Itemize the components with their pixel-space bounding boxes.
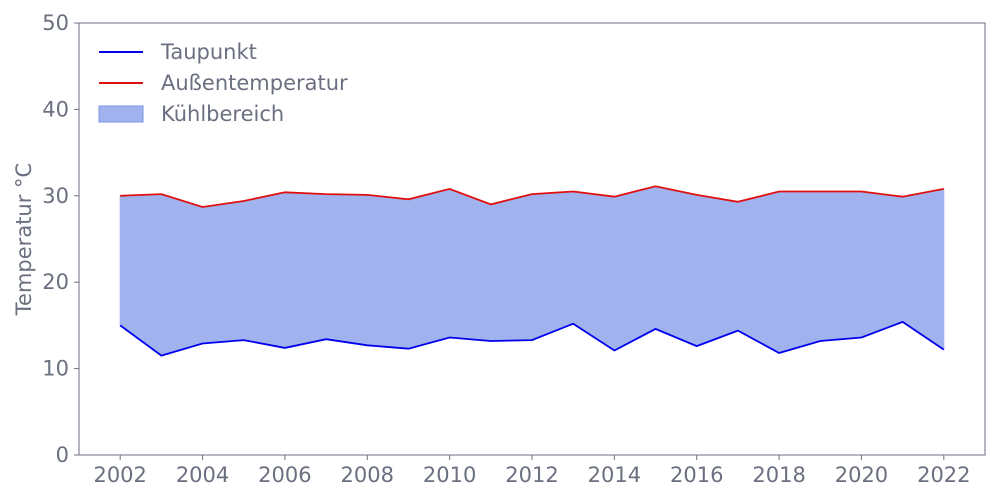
y-tick-label: 50 [42, 11, 69, 35]
x-tick-label: 2012 [505, 463, 558, 487]
legend: Taupunkt Außentemperatur Kühlbereich [98, 40, 348, 126]
y-tick-label: 20 [42, 270, 69, 294]
legend-label-kuehlbereich: Kühlbereich [161, 102, 284, 126]
x-tick-label: 2008 [341, 463, 394, 487]
x-tick-label: 2018 [752, 463, 805, 487]
x-axis: 2002 2004 2006 2008 2010 2012 2014 2016 2018 2020… [93, 455, 971, 487]
y-tick-label: 30 [42, 184, 69, 208]
fill-area-layer [119, 185, 945, 357]
x-tick-label: 2006 [258, 463, 311, 487]
series-lines-layer [119, 185, 945, 357]
x-tick-label: 2020 [835, 463, 888, 487]
legend-label-taupunkt: Taupunkt [160, 40, 257, 64]
y-tick-label: 10 [42, 357, 69, 381]
y-tick-label: 0 [56, 443, 69, 467]
legend-label-aussentemperatur: Außentemperatur [161, 71, 348, 95]
y-axis: 0 10 20 30 40 50 [42, 11, 79, 467]
x-tick-label: 2014 [588, 463, 641, 487]
x-tick-label: 2010 [423, 463, 476, 487]
y-axis-title: Temperatur °C [12, 163, 36, 316]
x-tick-label: 2002 [93, 463, 146, 487]
legend-swatch-kuehlbereich [98, 105, 144, 123]
x-tick-label: 2022 [917, 463, 970, 487]
y-tick-label: 40 [42, 97, 69, 121]
fill-area-kuehlbereich [119, 185, 945, 357]
x-tick-label: 2016 [670, 463, 723, 487]
x-tick-label: 2004 [176, 463, 229, 487]
